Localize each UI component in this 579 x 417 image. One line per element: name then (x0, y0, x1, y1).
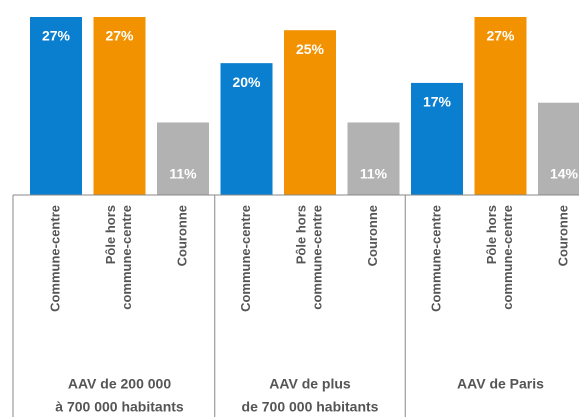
group-label: AAV de plus (269, 376, 351, 392)
category-label: Pôle hors (484, 205, 499, 264)
bar (220, 63, 273, 195)
category-label: Couronne (365, 205, 380, 266)
category-label: Commune-centre (428, 205, 443, 312)
category-label: Commune-centre (238, 205, 253, 312)
value-label: 27% (486, 28, 515, 44)
category-label: Couronne (555, 205, 570, 266)
category-label: commune-centre (500, 205, 515, 310)
bar (30, 17, 82, 195)
group-label: de 700 000 habitants (242, 399, 379, 415)
value-label: 11% (360, 166, 388, 182)
value-label: 27% (42, 28, 71, 44)
group-label: AAV de Paris (457, 376, 544, 392)
category-label: Couronne (174, 205, 189, 266)
group-label: AAV de 200 000 (68, 376, 171, 392)
category-label: Pôle hors (103, 205, 118, 264)
value-label: 25% (296, 41, 325, 57)
category-label: commune-centre (119, 205, 134, 310)
bar (157, 122, 209, 195)
bar (93, 17, 146, 195)
bar (347, 122, 400, 195)
category-label: Pôle hors (293, 205, 308, 264)
value-label: 17% (423, 94, 452, 110)
value-label: 27% (105, 28, 134, 44)
bar (411, 82, 463, 195)
bar (538, 102, 579, 195)
value-label: 11% (169, 166, 197, 182)
bar (474, 17, 527, 195)
group-label: à 700 000 habitants (55, 399, 184, 415)
category-label: Commune-centre (47, 205, 62, 312)
value-label: 20% (232, 74, 261, 90)
value-label: 14% (550, 166, 579, 182)
bar (284, 30, 336, 196)
category-label: commune-centre (309, 205, 324, 310)
